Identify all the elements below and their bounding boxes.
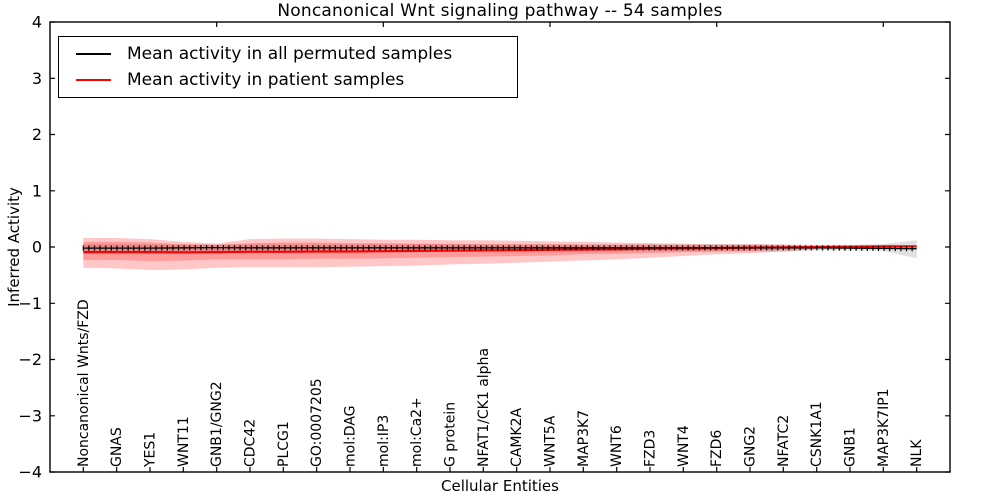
x-category-label: WNT6 <box>609 425 625 467</box>
x-category-label: GNB1 <box>843 427 859 467</box>
x-category-label: MAP3K7IP1 <box>876 388 892 467</box>
x-category-label: mol:DAG <box>343 405 359 467</box>
patient-samples-band-outer <box>83 238 817 271</box>
y-axis-label: Inferred Activity <box>5 187 23 307</box>
x-category-label: GO:0007205 <box>309 378 325 467</box>
x-category-label: WNT4 <box>676 425 692 467</box>
x-category-label: FZD6 <box>709 430 725 467</box>
legend-line-sample-0 <box>76 52 111 55</box>
x-axis-label: Cellular Entities <box>441 477 559 495</box>
x-category-label: mol:Ca2+ <box>409 397 425 467</box>
legend-line-sample-1 <box>76 79 111 82</box>
permuted-line-markers <box>82 245 913 252</box>
y-tick-label: −2 <box>18 350 42 369</box>
x-category-label: GNAS <box>109 427 125 467</box>
legend-label-patient: Mean activity in patient samples <box>127 70 405 91</box>
y-tick-label: −4 <box>18 463 42 482</box>
x-category-label: GNB1/GNG2 <box>209 381 225 467</box>
x-category-label: NFAT1/CK1 alpha <box>476 348 492 467</box>
y-tick-label: −1 <box>18 294 42 313</box>
y-tick-label: −3 <box>18 406 42 425</box>
x-category-label: CDC42 <box>243 419 259 467</box>
y-tick-label: 1 <box>32 181 42 200</box>
y-tick-label: 0 <box>32 238 42 257</box>
y-tick-label: 4 <box>32 13 42 32</box>
legend-label-permuted: Mean activity in all permuted samples <box>127 43 453 64</box>
x-category-label: YES1 <box>143 432 159 468</box>
x-category-label: CSNK1A1 <box>809 401 825 467</box>
x-category-label: GNG2 <box>743 426 759 467</box>
x-category-label: WNT11 <box>176 416 192 467</box>
legend-item-permuted: Mean activity in all permuted samples <box>76 44 517 64</box>
x-category-label: Noncanonical Wnts/FZD <box>76 299 92 467</box>
x-category-label: NLK <box>909 439 925 467</box>
axis-ticks <box>50 21 950 473</box>
x-category-label: FZD3 <box>643 430 659 467</box>
x-category-label: mol:IP3 <box>376 415 392 467</box>
chart-title: Noncanonical Wnt signaling pathway -- 54… <box>277 1 723 21</box>
legend: Mean activity in all permuted samples Me… <box>58 36 518 98</box>
y-tick-label: 2 <box>32 125 42 144</box>
x-category-label: WNT5A <box>543 415 559 467</box>
x-category-label: NFATC2 <box>776 415 792 467</box>
y-tick-label: 3 <box>32 69 42 88</box>
x-category-label: CAMK2A <box>509 407 525 467</box>
x-category-label: MAP3K7 <box>576 410 592 467</box>
legend-item-patient: Mean activity in patient samples <box>76 70 517 90</box>
x-category-label: G protein <box>443 402 459 467</box>
x-category-label: PLCG1 <box>276 421 292 467</box>
